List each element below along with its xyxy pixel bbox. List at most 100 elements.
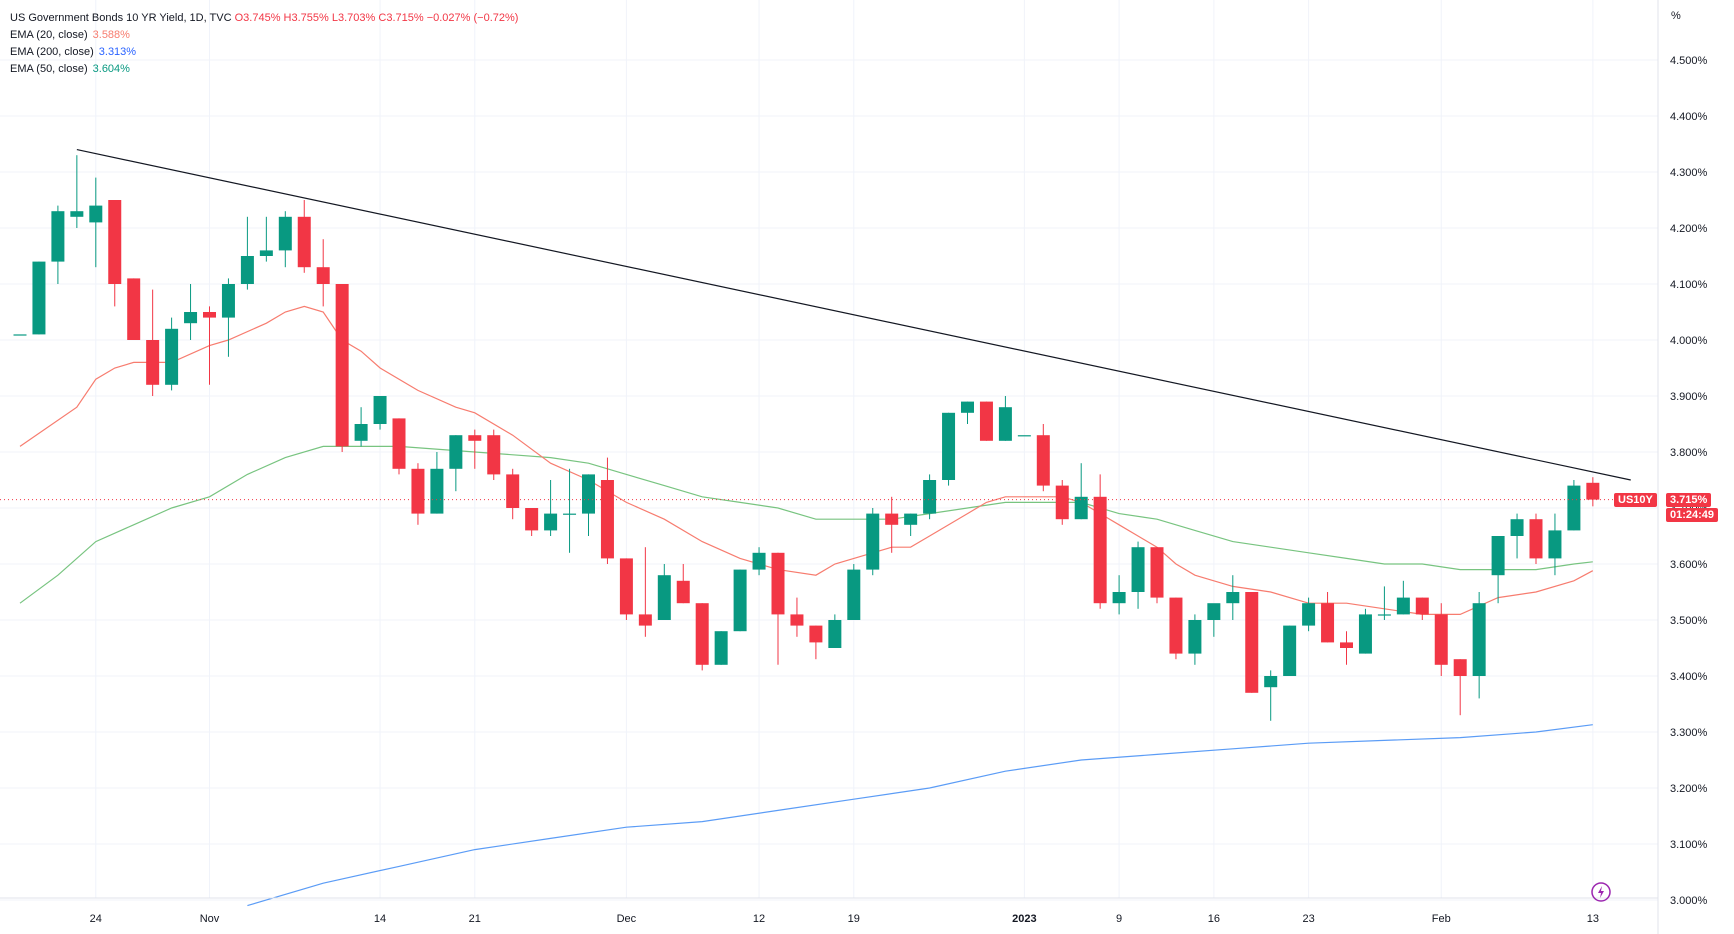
ema200-label: EMA (200, close) [10,46,94,58]
candle-down [146,289,160,396]
ema50-label: EMA (50, close) [10,63,88,75]
legend-ema20-row[interactable]: EMA (20, close) 3.588% [10,27,518,44]
candle-body [828,620,842,648]
replay-icon[interactable] [1591,882,1611,902]
ema200-line [247,724,1593,907]
candle-up [657,564,671,620]
candle-body [1396,597,1410,615]
candle-down [809,625,823,660]
grid-lines [0,0,1658,901]
candle-down [1529,513,1543,564]
candle-body [70,211,84,217]
candle-body [847,569,861,620]
y-tick-label: 3.500% [1670,615,1708,627]
candle-body [1264,676,1278,688]
candle-body [714,631,728,665]
bar-countdown-badge: 01:24:49 [1666,508,1719,522]
candle-body [695,603,709,665]
candle-body [146,340,160,385]
candle-down [676,564,690,604]
x-tick-label: 13 [1587,913,1599,925]
lightning-icon [1598,886,1604,898]
candles-layer [13,155,1600,721]
ema200-value: 3.313% [98,46,137,58]
candle-body [885,513,899,525]
trendline-layer [76,149,1631,481]
legend-ema200-row[interactable]: EMA (200, close) 3.313% [10,44,518,61]
candle-up [904,513,918,536]
candle-up [544,480,558,536]
candle-up [1472,592,1486,699]
time-axis: 24 Nov 14 21 Dec 12 19 2023 9 16 23 Feb 13 [0,897,1658,925]
trendline [76,149,1631,481]
candle-up [923,474,937,520]
candle-down [638,547,652,637]
candle-body [563,513,577,515]
candle-body [1112,592,1126,604]
candle-down [619,558,633,620]
candle-body [657,575,671,620]
candle-down [525,508,539,536]
candle-body [468,435,482,441]
candle-down [297,200,311,273]
candle-up [828,614,842,648]
price-axis-unit: % [1671,10,1681,22]
candle-body [1321,603,1335,643]
candle-down [600,457,614,564]
candle-up [1510,513,1524,559]
candle-body [203,312,216,318]
candle-up [70,155,84,228]
candle-body [1358,614,1372,654]
candle-up [752,547,766,576]
candle-body [1131,547,1145,592]
x-tick-label: 19 [848,913,860,925]
close-label: C [378,12,387,24]
candle-body [411,468,425,514]
candle-body [487,435,501,475]
candle-body [866,513,880,570]
candle-up [714,631,728,665]
candle-up [733,569,747,632]
candle-down [411,463,425,525]
candle-body [1074,496,1088,520]
candle-body [582,474,595,514]
candle-body [1453,659,1467,676]
candle-up [998,396,1012,441]
candle-body [1567,485,1581,531]
candle-up [866,508,880,576]
x-tick-label: 21 [469,913,481,925]
candle-up [278,211,292,268]
candle-down [1036,424,1050,492]
candle-up [51,205,65,284]
candle-body [430,468,444,514]
candle-body [1529,519,1543,559]
candle-body [1169,597,1183,654]
candle-down [1150,547,1164,604]
y-tick-label: 4.200% [1670,223,1708,235]
candle-down [203,306,216,385]
candle-body [619,558,633,615]
legend-ema50-row[interactable]: EMA (50, close) 3.604% [10,61,518,78]
candle-body [771,552,785,615]
candle-down [1093,474,1107,609]
candle-up [563,468,577,553]
candle-body [544,513,558,531]
candle-body [998,407,1012,441]
candle-body [13,334,27,336]
candle-up [259,216,273,262]
candle-body [809,625,823,643]
candle-down [468,429,482,469]
ema20-line [19,305,1594,616]
candle-body [221,284,235,318]
x-tick-label: 14 [374,913,386,925]
candle-body [525,508,539,531]
high-label: H [283,12,292,24]
candle-down [1321,592,1335,643]
candle-down [790,597,804,637]
symbol-title[interactable]: US Government Bonds 10 YR Yield, 1D, TVC [10,12,232,24]
candle-up [1112,575,1126,615]
candle-down [1245,592,1259,693]
y-tick-label: 3.400% [1670,671,1708,683]
candle-body [392,418,406,469]
